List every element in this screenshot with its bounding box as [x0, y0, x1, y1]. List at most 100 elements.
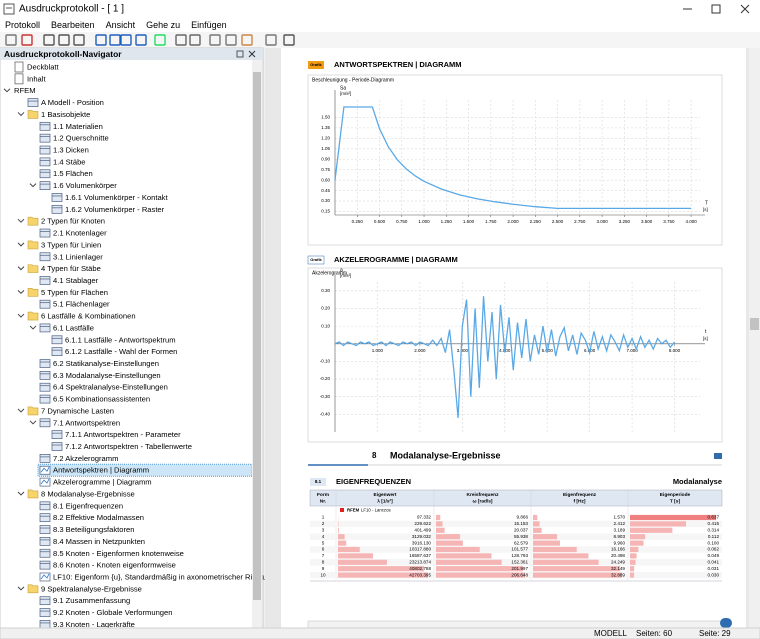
document-scroll-thumb[interactable]: [750, 318, 759, 330]
toolbar-button[interactable]: [283, 34, 295, 46]
toolbar-button[interactable]: [120, 34, 132, 46]
tree-item-label[interactable]: 1.4 Stäbe: [53, 157, 86, 166]
tree-item-label[interactable]: 6.1.1 Lastfälle - Antwortspektrum: [65, 335, 176, 344]
tree-item-label[interactable]: 6.5 Kombinationsassistenten: [53, 395, 150, 404]
tree-item-label[interactable]: RFEM: [14, 86, 36, 95]
tree-item-label[interactable]: 3 Typen für Linien: [41, 240, 101, 249]
tree-expander[interactable]: [29, 325, 37, 330]
menu-item[interactable]: Gehe zu: [146, 20, 180, 30]
tree-item-label[interactable]: 8.1 Eigenfrequenzen: [53, 501, 123, 510]
toolbar-button[interactable]: [265, 34, 277, 46]
tree-item-label[interactable]: 1.1 Materialien: [53, 122, 103, 131]
menu-item[interactable]: Protokoll: [5, 20, 40, 30]
tree-item-label[interactable]: Deckblatt: [27, 63, 60, 72]
tree-item-label[interactable]: 9 Spektralanalyse-Ergebnisse: [41, 584, 142, 593]
tree-expander[interactable]: [17, 266, 25, 271]
tree-item-label[interactable]: Inhalt: [27, 74, 46, 83]
tree-item-label[interactable]: 1.3 Dicken: [53, 146, 89, 155]
maximize-button[interactable]: [711, 4, 721, 14]
toolbar-button[interactable]: [5, 34, 17, 46]
tree-item-label[interactable]: Antwortspektren | Diagramm: [53, 466, 149, 475]
tree-expander[interactable]: [17, 242, 25, 247]
navigator-pin[interactable]: [236, 50, 244, 58]
tree-expander[interactable]: [29, 183, 37, 188]
toolbar-button[interactable]: [58, 34, 70, 46]
tree-item-label[interactable]: 1.5 Flächen: [53, 169, 93, 178]
tree-item-label[interactable]: Akzelerogramme | Diagramm: [53, 478, 152, 487]
tree-item-label[interactable]: 6.4 Spektralanalyse-Einstellungen: [53, 383, 168, 392]
y-tick-label: 0.30: [321, 288, 330, 293]
menu-item[interactable]: Ansicht: [106, 20, 136, 30]
tree-item-label[interactable]: 6.1 Lastfälle: [53, 323, 94, 332]
tree-item-label[interactable]: 1.6.1 Volumenkörper - Kontakt: [65, 193, 168, 202]
tree-item-label[interactable]: 9.3 Knoten - Lagerkräfte: [53, 620, 135, 629]
toolbar-button[interactable]: [209, 34, 221, 46]
tree-item-label[interactable]: A Modell - Position: [41, 98, 104, 107]
tree-item-label[interactable]: 1 Basisobjekte: [41, 110, 90, 119]
tree-expander[interactable]: [17, 586, 25, 591]
tree-expander[interactable]: [17, 218, 25, 223]
navigator-close[interactable]: [248, 50, 256, 58]
navigator-scroll-thumb[interactable]: [253, 72, 261, 600]
toolbar-button[interactable]: [154, 34, 166, 46]
tree-item-label[interactable]: 8.3 Beteiligungsfaktoren: [53, 525, 134, 534]
tree-item-label[interactable]: 6.2 Statikanalyse-Einstellungen: [53, 359, 159, 368]
toolbar-button[interactable]: [43, 34, 55, 46]
tree-item-label[interactable]: 2.1 Knotenlager: [53, 229, 107, 238]
tree-item-label[interactable]: 8.5 Knoten - Eigenformen knotenweise: [53, 549, 184, 558]
navigator-header: [0, 48, 263, 60]
tree-expander[interactable]: [3, 88, 11, 93]
tree-item-label[interactable]: 8.2 Effektive Modalmassen: [53, 513, 144, 522]
toolbar-button[interactable]: [189, 34, 201, 46]
tree-expander[interactable]: [17, 112, 25, 117]
tree-item-label[interactable]: 7.1.1 Antwortspektren - Parameter: [65, 430, 181, 439]
tree-item-label[interactable]: 8.4 Massen in Netzpunkten: [53, 537, 145, 546]
tree-item-label[interactable]: 7.1 Antwortspektren: [53, 418, 120, 427]
toolbar-button[interactable]: [21, 34, 33, 46]
tree-item-label[interactable]: 6.3 Modalanalyse-Einstellungen: [53, 371, 161, 380]
tree-item-label[interactable]: 8.6 Knoten - Knoten eigenformweise: [53, 561, 176, 570]
tree-item-label[interactable]: 5.1 Flächenlager: [53, 300, 110, 309]
menu-item[interactable]: Bearbeiten: [51, 20, 95, 30]
tree-item-label[interactable]: 9.1 Zusammenfassung: [53, 596, 130, 605]
document-scrollbar[interactable]: [749, 48, 760, 628]
tree-expander[interactable]: [17, 313, 25, 318]
toolbar-button[interactable]: [225, 34, 237, 46]
tree-item-label[interactable]: 1.6.2 Volumenkörper - Raster: [65, 205, 165, 214]
tree-expander[interactable]: [17, 491, 25, 496]
tree-expander[interactable]: [17, 289, 25, 295]
tree-item-label[interactable]: 2 Typen für Knoten: [41, 217, 105, 226]
tree-item-label[interactable]: 7 Dynamische Lasten: [41, 406, 114, 415]
tree-item-label[interactable]: 7.2 Akzelerogramm: [53, 454, 118, 463]
toolbar-button[interactable]: [109, 34, 121, 46]
close-button[interactable]: [740, 4, 750, 14]
tree-expander[interactable]: [17, 408, 25, 413]
toolbar-button[interactable]: [73, 34, 85, 46]
value-bar: [338, 559, 387, 565]
toolbar-button[interactable]: [135, 34, 147, 46]
tree-item-label[interactable]: 6 Lastfälle & Kombinationen: [41, 312, 136, 321]
toolbar-button[interactable]: [175, 34, 187, 46]
tree-item-label[interactable]: 1.6 Volumenkörper: [53, 181, 117, 190]
tree-item-label[interactable]: 1.2 Querschnitte: [53, 134, 109, 143]
menu-item[interactable]: Einfügen: [191, 20, 227, 30]
tree-item-label[interactable]: 4 Typen für Stäbe: [41, 264, 101, 273]
toolbar-button[interactable]: [241, 34, 253, 46]
table-icon: [39, 608, 51, 617]
tree-item-label[interactable]: 6.1.2 Lastfälle - Wahl der Formen: [65, 347, 177, 356]
toolbar-button[interactable]: [95, 34, 107, 46]
folder-icon: [27, 110, 39, 119]
status-bar: [0, 627, 760, 639]
value-bar: [436, 572, 525, 578]
tree-item-label[interactable]: LF10: Eigenform {u}, Standardmäßig in ax…: [53, 572, 275, 581]
value-bar: [630, 546, 639, 553]
tree-item-label[interactable]: 8 Modalanalyse-Ergebnisse: [41, 489, 135, 498]
tree-item-label[interactable]: 7.1.2 Antwortspektren - Tabellenwerte: [65, 442, 192, 451]
tree-item-label[interactable]: 5 Typen für Flächen: [41, 288, 108, 297]
tree-expander[interactable]: [29, 420, 37, 425]
tree-item-label[interactable]: 3.1 Linienlager: [53, 252, 103, 261]
folder-icon: [27, 216, 39, 226]
tree-item-label[interactable]: 9.2 Knoten - Globale Verformungen: [53, 608, 172, 617]
tree-item-label[interactable]: 4.1 Stablager: [53, 276, 99, 285]
